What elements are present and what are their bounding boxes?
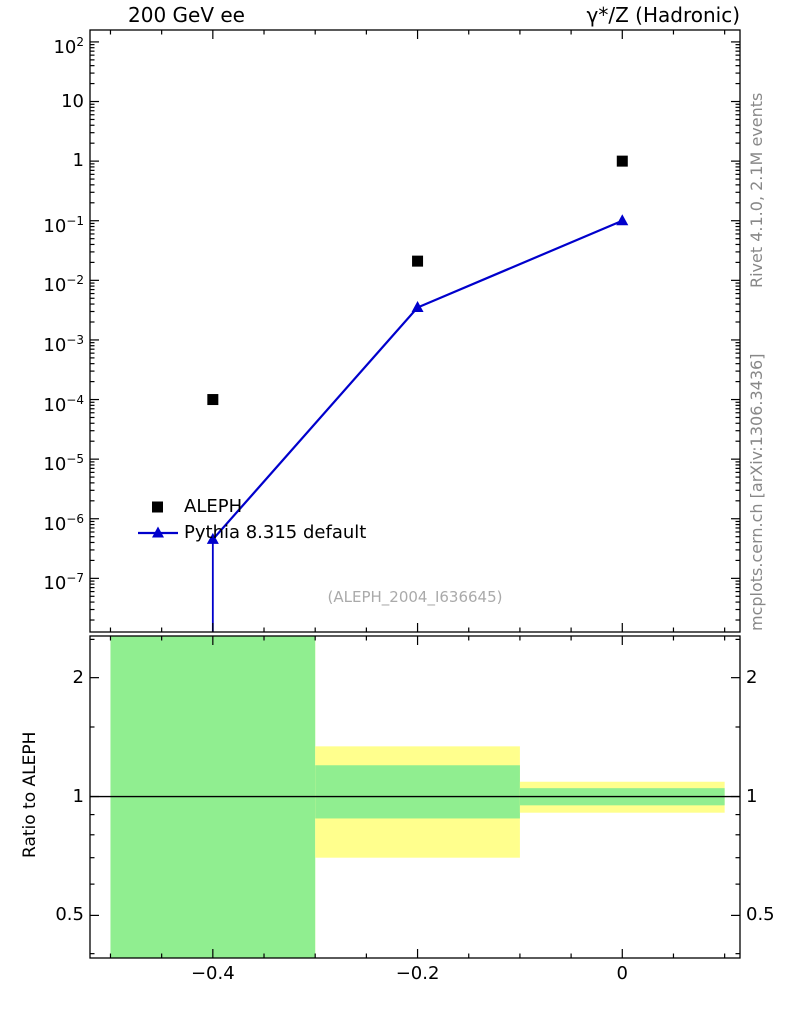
mc-triangle-marker: [411, 301, 424, 313]
main-series: [206, 155, 629, 632]
panel-frame: [89, 635, 741, 959]
data-square-marker: [616, 155, 628, 167]
beam-energy-title: 200 GeV ee: [128, 3, 245, 27]
x-tick-label: −0.2: [395, 963, 440, 984]
ratio-tick-label-left: 0.5: [55, 904, 84, 926]
data-square-marker: [412, 255, 424, 267]
legend-triangle-marker: [152, 526, 164, 538]
data-square-marker: [207, 394, 219, 406]
y-tick-label: 10−2: [43, 273, 84, 297]
legend-square-marker: [152, 501, 163, 513]
rivet-watermark: Rivet 4.1.0, 2.1M events: [747, 92, 766, 288]
uncertainty-band-inner: [315, 765, 520, 819]
y-tick-label: 10−5: [43, 452, 84, 476]
x-tick-label: −0.4: [190, 963, 235, 984]
legend-label-pythia: Pythia 8.315 default: [184, 522, 367, 543]
y-tick-label: 10: [61, 90, 84, 112]
mc-triangle-marker: [206, 532, 219, 544]
y-tick-label: 10−4: [43, 392, 84, 416]
ratio-axis-title: Ratio to ALEPH: [20, 731, 40, 858]
y-tick-label: 102: [53, 34, 84, 58]
y-tick-label: 10−1: [43, 213, 84, 237]
axis-ticks: [90, 30, 740, 958]
legend-label-aleph: ALEPH: [184, 496, 243, 517]
panel-frame: [89, 29, 741, 633]
y-tick-label: 10−6: [43, 511, 84, 535]
ratio-tick-label-right: 2: [746, 666, 758, 688]
ratio-tick-label-left: 1: [72, 785, 84, 807]
y-tick-label: 10−3: [43, 332, 84, 356]
y-tick-label: 10−7: [43, 571, 84, 595]
process-title: γ*/Z (Hadronic): [586, 3, 740, 27]
x-tick-label: 0: [616, 963, 629, 984]
ratio-tick-label-right: 0.5: [746, 904, 775, 926]
ratio-tick-label-right: 1: [746, 785, 758, 807]
analysis-id-watermark: (ALEPH_2004_I636645): [327, 588, 503, 606]
mc-prediction-line: [212, 219, 623, 541]
mc-triangle-marker: [616, 214, 629, 226]
mcplots-watermark: mcplots.cern.ch [arXiv:1306.3436]: [747, 353, 766, 631]
y-tick-label: 1: [72, 150, 84, 172]
ratio-tick-label-left: 2: [72, 666, 84, 688]
